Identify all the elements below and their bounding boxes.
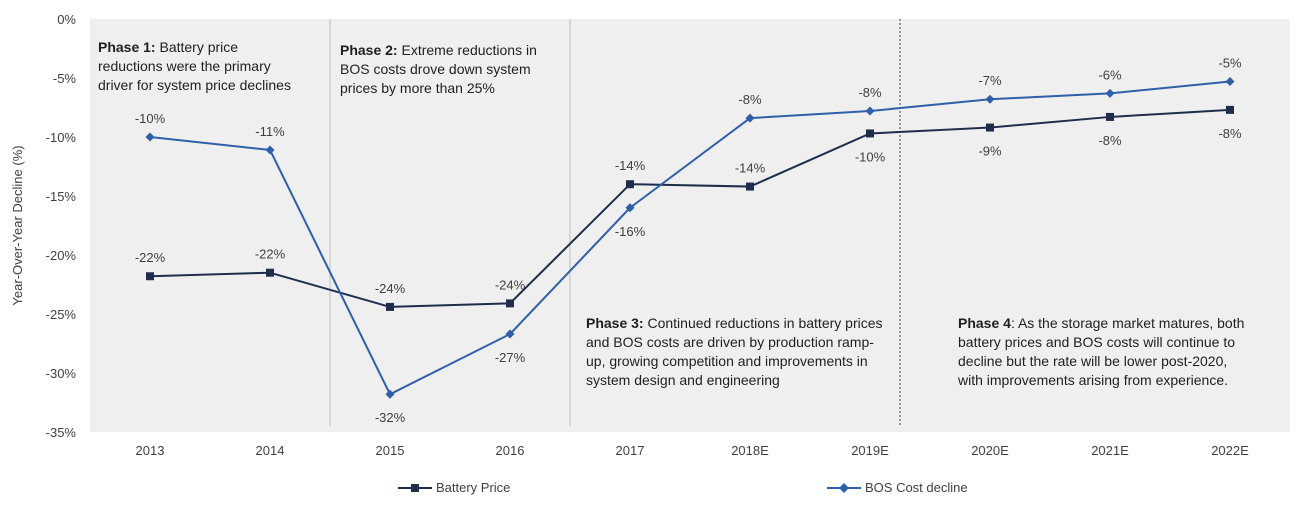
x-tick-label: 2020E	[971, 443, 1009, 458]
x-tick-label: 2018E	[731, 443, 769, 458]
battery-price-point	[1226, 105, 1234, 114]
phase-3-line-2: and BOS costs are driven by production r…	[586, 334, 874, 350]
battery-price-legend-swatch	[398, 483, 432, 492]
bos-cost-point	[625, 203, 635, 213]
bos-cost-point	[385, 389, 395, 399]
battery-price-point	[1106, 112, 1114, 121]
legend-item-bos-cost: BOS Cost decline	[827, 480, 968, 495]
battery-price-data-label: -24%	[495, 277, 526, 292]
phase-3-title: Phase 3:	[586, 315, 644, 331]
bos-cost-data-label: -5%	[1218, 56, 1242, 71]
battery-price-line	[149, 108, 1231, 308]
phase-1-line-3: driver for system price declines	[98, 77, 291, 93]
battery-price-data-label: -10%	[855, 149, 886, 164]
y-tick-label: -5%	[53, 71, 77, 86]
battery-price-data-label: -14%	[735, 161, 766, 176]
battery-price-data-label: -14%	[615, 158, 646, 173]
phase-3-annotation: Phase 3: Continued reductions in battery…	[586, 314, 883, 390]
x-tick-label: 2013	[136, 443, 165, 458]
battery-price-point	[986, 123, 994, 132]
x-tick-label: 2015	[376, 443, 405, 458]
battery-price-point	[146, 272, 154, 281]
battery-price-data-label: -9%	[978, 144, 1002, 159]
battery-price-point	[386, 302, 394, 311]
battery-price-data-label: -8%	[1098, 133, 1122, 148]
phase-2-line-1: Extreme reductions in	[401, 42, 537, 58]
phase-1-line-1: Battery price	[159, 39, 239, 55]
phase-4-annotation: Phase 4: As the storage market matures, …	[958, 314, 1244, 390]
bos-cost-data-label: -10%	[135, 111, 166, 126]
bos-cost-data-label: -8%	[738, 92, 762, 107]
battery-price-point	[506, 299, 514, 308]
y-tick-label: -25%	[46, 307, 77, 322]
phase-3-line-3: up, growing competition and improvements…	[586, 353, 868, 369]
phase-2-line-2: BOS costs drove down system	[340, 61, 531, 77]
y-axis-title: Year-Over-Year Decline (%)	[10, 145, 25, 305]
x-tick-label: 2021E	[1091, 443, 1129, 458]
y-tick-label: -35%	[46, 425, 77, 440]
y-tick-label: -15%	[46, 189, 77, 204]
phase-4-title: Phase 4	[958, 315, 1011, 331]
legend-item-battery-price: Battery Price	[398, 480, 510, 495]
bos-cost-point	[145, 132, 155, 142]
bos-cost-legend-swatch	[827, 482, 861, 493]
bos-cost-point	[985, 94, 995, 104]
battery-price-point	[626, 180, 634, 189]
phase-4-line-2: battery prices and BOS costs will contin…	[958, 334, 1236, 350]
phase-2-title: Phase 2:	[340, 42, 398, 58]
bos-cost-point	[745, 113, 755, 123]
battery-price-data-label: -8%	[1218, 126, 1242, 141]
battery-price-data-label: -22%	[135, 250, 166, 265]
phase-1-title: Phase 1:	[98, 39, 156, 55]
plot-area	[90, 19, 1290, 432]
y-tick-label: -30%	[46, 366, 77, 381]
phase-3-line-4: system design and engineering	[586, 372, 780, 388]
bos-cost-data-label: -6%	[1098, 67, 1122, 82]
x-tick-label: 2019E	[851, 443, 889, 458]
phase-4-line-1: : As the storage market matures, both	[1010, 315, 1245, 331]
x-tick-label: 2017	[616, 443, 645, 458]
phase-3-line-1: Continued reductions in battery prices	[647, 315, 883, 331]
y-tick-label: -10%	[46, 130, 77, 145]
phase-1-line-2: reductions were the primary	[98, 58, 271, 74]
bos-cost-data-label: -7%	[978, 73, 1002, 88]
bos-cost-data-label: -8%	[858, 85, 882, 100]
legend-label-bos-cost: BOS Cost decline	[865, 480, 968, 495]
y-tick-label: -20%	[46, 248, 77, 263]
bos-cost-point	[505, 329, 515, 339]
x-tick-label: 2022E	[1211, 443, 1249, 458]
phase-4-line-4: with improvements arising from experienc…	[958, 372, 1228, 388]
battery-price-point	[866, 129, 874, 138]
phase-2-annotation: Phase 2: Extreme reductions in BOS costs…	[340, 41, 537, 98]
battery-price-data-label: -22%	[255, 247, 286, 262]
x-tick-label: 2016	[496, 443, 525, 458]
phase-2-line-3: prices by more than 25%	[340, 80, 495, 96]
bos-cost-point	[865, 106, 875, 116]
bos-cost-point	[265, 145, 275, 155]
bos-cost-data-label: -11%	[255, 124, 285, 139]
x-tick-label: 2014	[256, 443, 285, 458]
bos-cost-line	[149, 80, 1231, 396]
bos-cost-data-label: -16%	[615, 224, 646, 239]
phase-1-annotation: Phase 1: Battery price reductions were t…	[98, 38, 291, 95]
battery-price-point	[266, 268, 274, 277]
battery-price-data-label: -24%	[375, 281, 406, 296]
battery-price-point	[746, 182, 754, 191]
bos-cost-data-label: -27%	[495, 350, 526, 365]
legend-label-battery-price: Battery Price	[436, 480, 511, 495]
bos-cost-point	[1225, 77, 1235, 87]
y-tick-label: 0%	[57, 12, 76, 27]
bos-cost-data-label: -32%	[375, 410, 406, 425]
bos-cost-point	[1105, 88, 1115, 98]
phase-4-line-3: decline but the rate will be lower post-…	[958, 353, 1228, 369]
